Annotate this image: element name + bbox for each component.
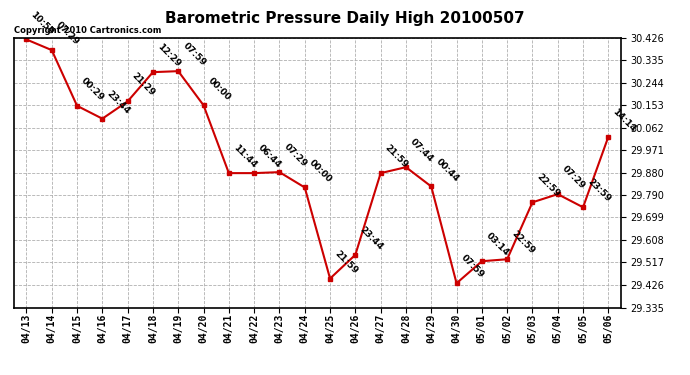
Text: 07:59: 07:59 <box>459 254 486 280</box>
Text: 07:44: 07:44 <box>408 137 435 164</box>
Text: 22:59: 22:59 <box>535 172 562 199</box>
Text: 10:59: 10:59 <box>29 10 56 36</box>
Text: 23:44: 23:44 <box>105 88 132 116</box>
Text: 22:59: 22:59 <box>510 229 536 256</box>
Text: 21:59: 21:59 <box>333 249 359 275</box>
Text: 07:29: 07:29 <box>282 142 308 169</box>
Text: 00:00: 00:00 <box>206 76 233 102</box>
Text: 11:44: 11:44 <box>231 143 258 170</box>
Text: 21:29: 21:29 <box>130 71 157 98</box>
Text: 12:29: 12:29 <box>155 42 182 69</box>
Text: 00:29: 00:29 <box>79 76 106 103</box>
Text: 14:14: 14:14 <box>611 107 638 134</box>
Text: 03:14: 03:14 <box>484 231 511 258</box>
Text: 00:00: 00:00 <box>307 158 333 184</box>
Text: 23:59: 23:59 <box>586 177 612 204</box>
Text: 07:29: 07:29 <box>55 20 81 47</box>
Text: Copyright 2010 Cartronics.com: Copyright 2010 Cartronics.com <box>14 26 161 35</box>
Text: 23:44: 23:44 <box>358 225 384 252</box>
Text: 00:44: 00:44 <box>434 157 460 183</box>
Text: 07:59: 07:59 <box>181 41 208 68</box>
Text: 21:59: 21:59 <box>383 143 410 170</box>
Text: Barometric Pressure Daily High 20100507: Barometric Pressure Daily High 20100507 <box>165 11 525 26</box>
Text: 07:29: 07:29 <box>560 164 587 191</box>
Text: 06:44: 06:44 <box>257 143 284 170</box>
